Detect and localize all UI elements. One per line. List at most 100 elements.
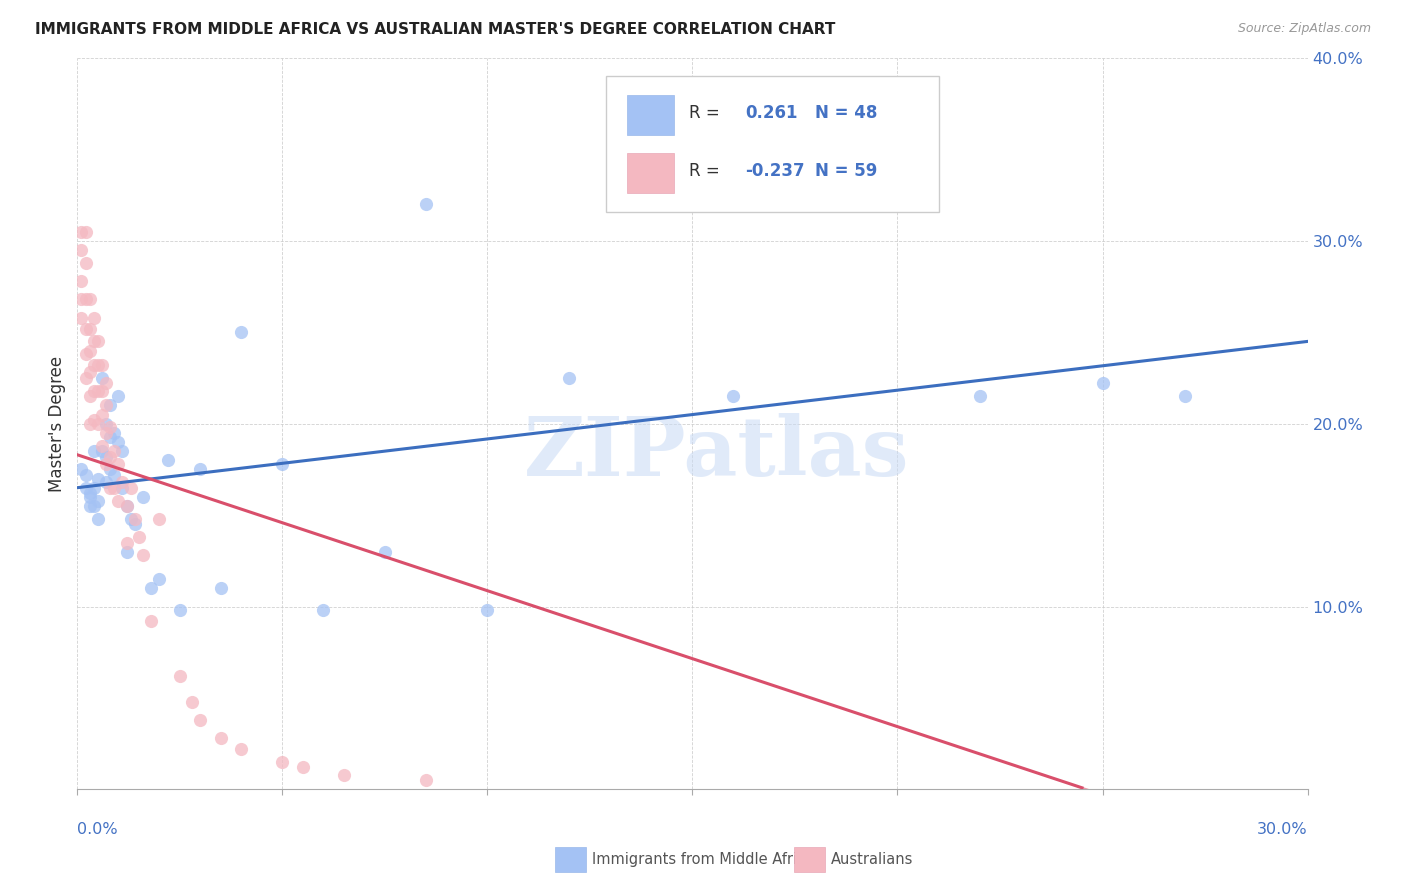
Point bbox=[87, 334, 110, 349]
Point bbox=[132, 490, 155, 504]
Point bbox=[87, 512, 110, 526]
Point bbox=[141, 614, 163, 628]
Point bbox=[83, 499, 105, 513]
Point bbox=[87, 417, 110, 431]
Text: R =: R = bbox=[689, 162, 724, 180]
Point bbox=[103, 425, 125, 440]
Point bbox=[79, 321, 101, 335]
Point bbox=[83, 481, 105, 495]
Point bbox=[70, 225, 93, 239]
Point bbox=[103, 467, 125, 482]
Point bbox=[291, 760, 314, 774]
Point bbox=[79, 417, 101, 431]
Point bbox=[107, 435, 129, 450]
Point bbox=[1091, 376, 1114, 391]
Point bbox=[209, 582, 232, 596]
Point bbox=[115, 535, 138, 549]
Point bbox=[969, 389, 991, 403]
Point bbox=[188, 462, 212, 476]
Point bbox=[94, 417, 117, 431]
Point bbox=[75, 347, 97, 361]
Point bbox=[94, 376, 117, 391]
Point bbox=[115, 499, 138, 513]
Point bbox=[181, 695, 204, 709]
Text: N = 48: N = 48 bbox=[815, 103, 877, 122]
Point bbox=[90, 444, 114, 458]
Point bbox=[75, 293, 97, 307]
Point bbox=[271, 457, 294, 471]
Point bbox=[79, 389, 101, 403]
FancyBboxPatch shape bbox=[627, 95, 673, 135]
Point bbox=[231, 742, 253, 756]
FancyBboxPatch shape bbox=[627, 153, 673, 194]
Point bbox=[70, 310, 93, 325]
Point bbox=[90, 439, 114, 453]
Point bbox=[87, 358, 110, 372]
Point bbox=[94, 450, 117, 464]
Point bbox=[103, 481, 125, 495]
Point bbox=[107, 457, 129, 471]
Text: Immigrants from Middle Africa: Immigrants from Middle Africa bbox=[592, 853, 814, 867]
Point bbox=[107, 493, 129, 508]
Text: 0.0%: 0.0% bbox=[77, 822, 118, 838]
Point bbox=[1174, 389, 1197, 403]
Point bbox=[94, 398, 117, 412]
Text: R =: R = bbox=[689, 103, 724, 122]
Point bbox=[79, 366, 101, 380]
Point bbox=[120, 481, 142, 495]
Point bbox=[111, 444, 134, 458]
FancyBboxPatch shape bbox=[606, 77, 939, 211]
Point bbox=[98, 398, 121, 412]
Point bbox=[79, 293, 101, 307]
Point bbox=[132, 549, 155, 563]
Point bbox=[111, 481, 134, 495]
Point bbox=[723, 389, 745, 403]
Point bbox=[477, 603, 499, 617]
Point bbox=[115, 499, 138, 513]
Point bbox=[83, 310, 105, 325]
Point bbox=[169, 603, 191, 617]
Point bbox=[83, 358, 105, 372]
Point bbox=[75, 225, 97, 239]
Text: 30.0%: 30.0% bbox=[1257, 822, 1308, 838]
Point bbox=[415, 197, 437, 211]
Point bbox=[83, 384, 105, 398]
Point bbox=[75, 371, 97, 385]
Point bbox=[98, 450, 121, 464]
Point bbox=[148, 512, 170, 526]
Point bbox=[312, 603, 335, 617]
Point bbox=[141, 582, 163, 596]
Point bbox=[70, 293, 93, 307]
Text: ZIPatlas: ZIPatlas bbox=[524, 413, 910, 493]
Point bbox=[94, 475, 117, 490]
Point bbox=[90, 371, 114, 385]
Point bbox=[98, 481, 121, 495]
Point bbox=[169, 669, 191, 683]
Point bbox=[209, 731, 232, 746]
Point bbox=[98, 429, 121, 443]
Point bbox=[124, 512, 146, 526]
Point bbox=[231, 325, 253, 339]
Point bbox=[79, 499, 101, 513]
Point bbox=[87, 493, 110, 508]
Point bbox=[70, 243, 93, 257]
Point bbox=[79, 490, 101, 504]
Point bbox=[333, 768, 356, 782]
Point bbox=[87, 471, 110, 485]
Point bbox=[271, 755, 294, 769]
Point bbox=[94, 457, 117, 471]
Point bbox=[148, 572, 170, 586]
Point bbox=[75, 321, 97, 335]
Point bbox=[128, 530, 150, 544]
Point bbox=[98, 420, 121, 434]
Point bbox=[79, 486, 101, 500]
Point bbox=[415, 773, 437, 788]
Point bbox=[374, 544, 396, 558]
Point bbox=[120, 512, 142, 526]
Point bbox=[90, 408, 114, 422]
Point bbox=[83, 444, 105, 458]
Point bbox=[94, 425, 117, 440]
Point bbox=[188, 713, 212, 727]
Text: 0.261: 0.261 bbox=[745, 103, 797, 122]
Text: -0.237: -0.237 bbox=[745, 162, 806, 180]
